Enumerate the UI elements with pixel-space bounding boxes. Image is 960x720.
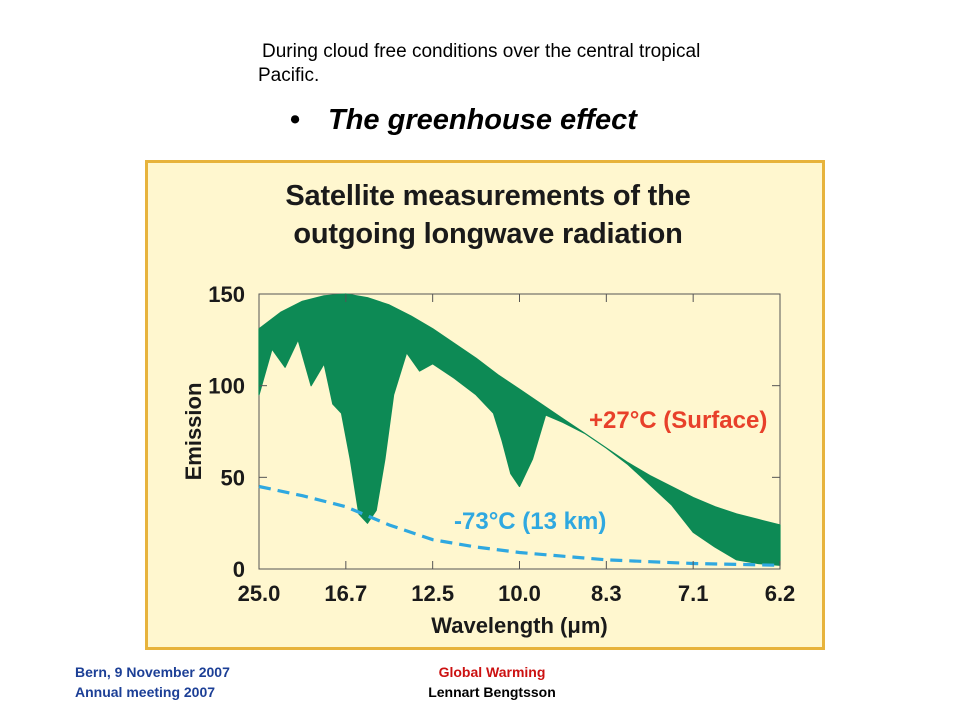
- footer-topic: Global Warming: [438, 664, 546, 680]
- x-axis-label: Wavelength (μm): [431, 613, 607, 638]
- footer-date: Bern, 9 November 2007: [75, 664, 230, 680]
- slide-heading: • The greenhouse effect: [290, 104, 637, 137]
- x-tick-label: 7.1: [678, 581, 709, 606]
- heading-text: The greenhouse effect: [328, 104, 637, 136]
- slide-caption: During cloud free conditions over the ce…: [258, 40, 818, 88]
- y-axis-label: Emission: [181, 383, 206, 481]
- footer-right: Global Warming Lennart Bengtsson: [412, 662, 572, 702]
- x-tick-label: 6.2: [765, 581, 796, 606]
- cold-series-label: -73°C (13 km): [454, 508, 606, 535]
- emission-chart: 0 50 100 150 25.0 16.7 12.5 10.0 8.3 7.1 6.2 Wavele…: [181, 282, 796, 638]
- caption-line-1: During cloud free conditions over the ce…: [262, 41, 701, 62]
- figure-title: Satellite measurements of the outgoing l…: [148, 177, 828, 253]
- footer-left: Bern, 9 November 2007 Annual meeting 200…: [75, 662, 230, 702]
- x-tick-label: 25.0: [238, 581, 281, 606]
- x-tick-label: 12.5: [411, 581, 454, 606]
- y-tick-label: 100: [208, 374, 245, 399]
- x-tick-label: 8.3: [591, 581, 622, 606]
- y-tick-label: 0: [233, 557, 245, 582]
- x-tick-label: 10.0: [498, 581, 541, 606]
- figure-title-line-1: Satellite measurements of the: [285, 180, 691, 212]
- figure-title-line-2: outgoing longwave radiation: [293, 218, 683, 250]
- figure-panel: Satellite measurements of the outgoing l…: [145, 160, 825, 650]
- footer-meeting: Annual meeting 2007: [75, 684, 216, 700]
- x-tick-label: 16.7: [324, 581, 367, 606]
- surface-series-label: +27°C (Surface): [589, 407, 767, 434]
- bullet-icon: •: [290, 104, 301, 136]
- footer-author: Lennart Bengtsson: [428, 684, 556, 700]
- caption-line-2: Pacific.: [258, 65, 320, 86]
- y-tick-label: 50: [221, 465, 245, 490]
- surface-emission-area: [258, 293, 781, 566]
- y-tick-label: 150: [208, 282, 245, 307]
